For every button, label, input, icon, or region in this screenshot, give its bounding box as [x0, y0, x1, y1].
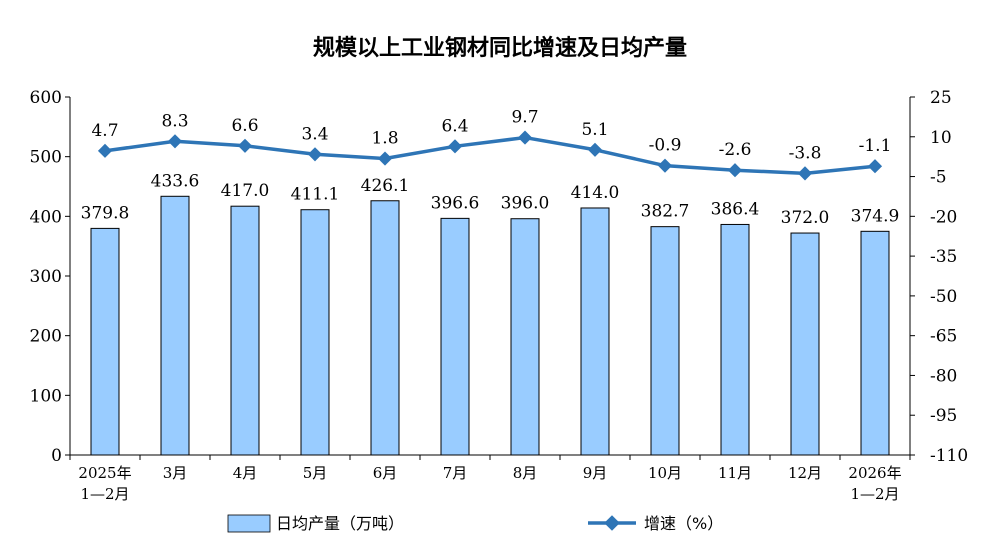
y-left-tick-label: 500: [30, 148, 62, 168]
data-labels: 379.8 433.6 417.0 411.1 426.1 396.6 396.0 414.0…: [81, 108, 900, 228]
y-right-tick-label: -65: [930, 327, 957, 347]
bar: [510, 218, 540, 456]
line-data-label: 3.4: [301, 124, 328, 144]
line-data-label: 9.7: [511, 108, 538, 128]
line-marker: [657, 158, 673, 173]
line-data-label: 6.4: [441, 116, 468, 136]
y-right-tick-label: -20: [930, 207, 957, 227]
y-right-tick-label: -80: [930, 366, 957, 386]
bar: [860, 230, 890, 456]
bar-data-label: 396.6: [431, 193, 480, 213]
x-tick-label: 9月: [583, 464, 608, 482]
bar: [720, 223, 750, 456]
line-data-label: 6.6: [231, 116, 258, 136]
line-marker: [447, 139, 463, 154]
y-left-tick-label: 300: [30, 267, 62, 287]
y-right-tick-label: 25: [930, 88, 952, 108]
line-marker: [97, 143, 113, 158]
bar-data-label: 374.9: [851, 206, 900, 226]
bar-data-label: 382.7: [641, 202, 690, 222]
bar-series: [90, 195, 890, 456]
x-tick-label: 2025年: [78, 464, 131, 482]
x-tick-label: 8月: [513, 464, 538, 482]
bar-data-label: 414.0: [571, 183, 620, 203]
bar-data-label: 396.0: [501, 194, 550, 214]
line-marker: [797, 166, 813, 181]
bar-data-label: 386.4: [711, 199, 760, 219]
line-data-label: 8.3: [161, 111, 188, 131]
y-right-tick-label: -35: [930, 247, 957, 267]
y-right-tick-label: -95: [930, 406, 957, 426]
line-data-label: 5.1: [581, 120, 608, 140]
x-tick-label: 4月: [233, 464, 258, 482]
legend-line-label: 增速（%）: [644, 514, 723, 533]
y-left-tick-label: 400: [30, 207, 62, 227]
line-data-label: -1.1: [859, 136, 892, 156]
bar-data-label: 379.8: [81, 203, 130, 223]
y-right-tick-label: -110: [930, 446, 968, 466]
bar: [300, 209, 330, 456]
line-marker: [587, 142, 603, 157]
chart-title: 规模以上工业钢材同比增速及日均产量: [313, 35, 687, 61]
x-tick-label: 1—2月: [80, 485, 129, 503]
legend-line-marker: [604, 515, 620, 531]
line-marker: [237, 138, 253, 153]
x-tick-label: 1—2月: [850, 485, 899, 503]
bar-data-label: 411.1: [291, 185, 340, 205]
y-right-tick-label: -50: [930, 287, 957, 307]
bar: [650, 226, 680, 456]
y-right-tick-label: -5: [930, 168, 947, 188]
bar: [790, 232, 820, 456]
x-tick-label: 5月: [303, 464, 328, 482]
y-right-tick-label: 10: [930, 128, 952, 148]
line-data-label: -2.6: [719, 140, 752, 160]
line-marker: [727, 163, 743, 178]
line-marker: [307, 147, 323, 162]
line-marker: [517, 130, 533, 145]
y-left-tick-label: 0: [51, 446, 62, 466]
x-tick-label: 10月: [648, 464, 682, 482]
x-tick-label: 6月: [373, 464, 398, 482]
legend-bar-swatch: [227, 514, 271, 533]
legend: 日均产量（万吨） 增速（%）: [227, 514, 723, 533]
bar-data-label: 372.0: [781, 208, 830, 228]
x-tick-label: 11月: [718, 464, 752, 482]
line-data-label: 4.7: [91, 121, 118, 141]
bar: [160, 195, 190, 456]
line-data-label: -3.8: [789, 143, 822, 163]
x-tick-label: 3月: [163, 464, 188, 482]
y-left-tick-label: 600: [30, 88, 62, 108]
line-marker: [377, 151, 393, 166]
y-left-tick-label: 100: [30, 386, 62, 406]
line-path: [104, 135, 876, 176]
line-marker: [167, 134, 183, 149]
line-series: [97, 130, 883, 181]
bar: [580, 207, 610, 456]
y-left-tick-label: 200: [30, 327, 62, 347]
bar-data-label: 426.1: [361, 176, 410, 196]
bar: [90, 227, 120, 456]
bar: [230, 205, 260, 456]
bar: [440, 217, 470, 456]
bar-data-label: 417.0: [221, 181, 270, 201]
x-tick-label: 12月: [788, 464, 822, 482]
legend-bar-label: 日均产量（万吨）: [276, 514, 404, 533]
line-marker: [867, 159, 883, 174]
axes: 0 100 200 300 400 500 600 -110 -95 -80 -65 -50 -35 -2…: [30, 88, 969, 503]
line-data-label: -0.9: [649, 136, 682, 156]
x-tick-label: 7月: [443, 464, 468, 482]
bar-data-label: 433.6: [151, 171, 200, 191]
bar: [370, 200, 400, 456]
line-data-label: 1.8: [371, 129, 398, 149]
x-tick-label: 2026年: [848, 464, 901, 482]
